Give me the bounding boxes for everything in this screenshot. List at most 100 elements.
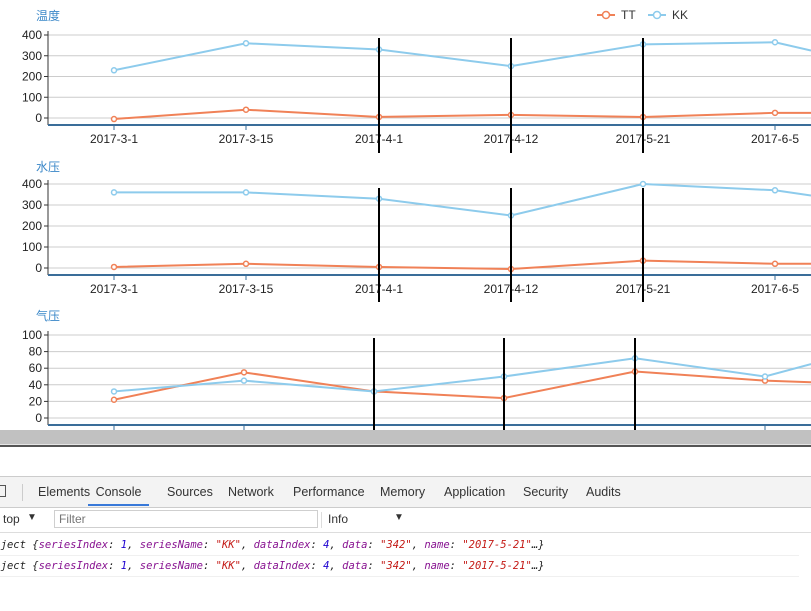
tab-security[interactable]: Security (523, 485, 569, 499)
page-divider (0, 445, 811, 447)
log-token: dataIndex (253, 539, 311, 551)
data-point-tt (110, 396, 118, 403)
log-token: data (342, 539, 368, 551)
log-token: Object { (0, 539, 39, 551)
context-dropdown-icon[interactable]: ▼ (27, 512, 37, 523)
log-token: , (127, 560, 140, 572)
log-token: "KK" (215, 539, 241, 551)
log-token: , (329, 539, 343, 551)
log-token: : (449, 560, 463, 572)
y-tick-label: 200 (22, 70, 42, 84)
y-tick-label: 100 (22, 328, 42, 342)
chart-panel-3: 气压 0 20 40 60 80 100 (22, 308, 811, 430)
data-point-kk (639, 180, 647, 188)
data-point-kk (771, 39, 779, 46)
tab-elements[interactable]: Elements (38, 485, 91, 499)
x-tick-label: 2017-3-1 (90, 132, 138, 146)
series-line-kk (113, 357, 811, 393)
log-token: : (202, 539, 216, 551)
log-level-select[interactable]: Info (328, 512, 349, 526)
data-point-tt (110, 263, 118, 271)
legend-marker-kk (652, 10, 662, 20)
log-level-dropdown-icon[interactable]: ▼ (394, 512, 404, 523)
y-tick-label: 200 (22, 219, 42, 233)
legend-label: KK (672, 8, 688, 22)
log-token: : (449, 539, 463, 551)
chart-title: 气压 (36, 308, 60, 323)
log-token: "342" (380, 560, 412, 572)
log-token: : (310, 560, 324, 572)
log-token: : (367, 560, 381, 572)
log-token: : (108, 560, 121, 572)
data-point-kk (771, 187, 779, 194)
chart-title: 水压 (36, 160, 60, 174)
data-point-kk (242, 40, 250, 47)
log-token: Object { (0, 560, 39, 572)
log-token: , (240, 539, 254, 551)
dock-icon[interactable] (0, 485, 6, 497)
console-log-entry[interactable]: Object {seriesIndex: 1, seriesName: "KK"… (0, 556, 799, 577)
log-token: 1 (120, 560, 128, 572)
log-token: , (329, 560, 343, 572)
tab-audits[interactable]: Audits (586, 485, 621, 499)
series-line-tt (113, 370, 811, 401)
devtools-tabbar: Elements Console Sources Network Perform… (0, 477, 811, 508)
data-point-tt (240, 369, 248, 376)
tab-network[interactable]: Network (228, 485, 274, 499)
context-selector[interactable]: top (3, 512, 20, 526)
log-token: , (411, 539, 425, 551)
log-token: , (127, 539, 140, 551)
console-filter-input[interactable] (54, 510, 318, 528)
data-point-kk (110, 67, 118, 74)
series-line-kk (114, 182, 811, 217)
tab-console[interactable]: Console (88, 477, 149, 506)
log-token: seriesIndex (38, 560, 109, 572)
y-tick-label: 100 (22, 90, 42, 104)
series-line-kk (113, 41, 811, 72)
log-token: name (424, 539, 450, 551)
legend: TT KK (597, 8, 688, 22)
horizontal-scrollbar[interactable] (0, 430, 811, 444)
y-tick-label: 400 (22, 28, 42, 42)
legend-label: TT (621, 8, 636, 22)
data-point-kk (110, 388, 118, 395)
chart-panel-2: 水压01002003004002017-3-12017-3-152017-4-1… (22, 160, 811, 302)
tab-application[interactable]: Application (444, 485, 506, 499)
tab-performance[interactable]: Performance (293, 485, 365, 499)
log-token: "342" (380, 539, 412, 551)
log-token: 1 (120, 539, 128, 551)
log-token: : (108, 539, 121, 551)
tabbar-separator (22, 484, 23, 501)
tab-sources[interactable]: Sources (167, 485, 213, 499)
data-point-kk (110, 189, 118, 196)
y-tick-label: 0 (35, 261, 42, 275)
log-token: : (367, 539, 381, 551)
scrollbar-track (0, 444, 811, 445)
log-token: "2017-5-21" (462, 539, 532, 551)
y-tick-label: 400 (22, 177, 42, 191)
log-token: 4 (323, 560, 330, 572)
tab-memory[interactable]: Memory (380, 485, 426, 499)
log-token: …} (531, 539, 545, 551)
log-token: seriesIndex (38, 539, 109, 551)
console-log-entry[interactable]: Object {seriesIndex: 1, seriesName: "KK"… (0, 535, 799, 556)
devtools-panel: Elements Console Sources Network Perform… (0, 476, 811, 611)
chart-panel-1: 温度01002003004002017-3-12017-3-152017-4-1… (22, 8, 811, 153)
log-token: "KK" (215, 560, 241, 572)
y-tick-label: 20 (29, 394, 43, 408)
x-tick-label: 2017-3-15 (219, 132, 274, 146)
y-tick-label: 300 (22, 49, 42, 63)
x-tick-label: 2017-6-5 (751, 132, 799, 146)
log-token: seriesName (139, 539, 203, 551)
legend-marker-tt (601, 10, 611, 20)
log-token: name (424, 560, 450, 572)
console-toolbar: top ▼ Info ▼ (0, 508, 811, 533)
x-tick-label: 2017-3-15 (219, 282, 274, 296)
log-token: , (411, 560, 425, 572)
data-point-tt (771, 109, 779, 117)
data-point-tt (242, 106, 250, 113)
y-tick-label: 0 (35, 111, 42, 125)
data-point-tt (771, 260, 779, 268)
y-tick-label: 300 (22, 198, 42, 212)
y-tick-label: 100 (22, 240, 42, 254)
